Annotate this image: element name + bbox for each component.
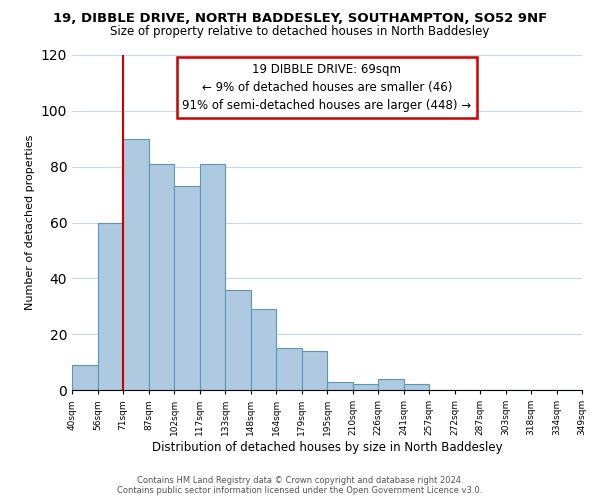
Text: 19 DIBBLE DRIVE: 69sqm
← 9% of detached houses are smaller (46)
91% of semi-deta: 19 DIBBLE DRIVE: 69sqm ← 9% of detached … <box>182 64 472 112</box>
Bar <box>327 382 353 390</box>
Text: Size of property relative to detached houses in North Baddesley: Size of property relative to detached ho… <box>110 25 490 38</box>
Bar <box>199 164 225 390</box>
Bar <box>276 348 302 390</box>
Text: 19, DIBBLE DRIVE, NORTH BADDESLEY, SOUTHAMPTON, SO52 9NF: 19, DIBBLE DRIVE, NORTH BADDESLEY, SOUTH… <box>53 12 547 26</box>
Bar <box>97 222 123 390</box>
Bar <box>404 384 429 390</box>
Bar <box>353 384 378 390</box>
Bar <box>123 138 149 390</box>
Bar <box>149 164 174 390</box>
Bar <box>302 351 327 390</box>
Bar <box>251 309 276 390</box>
Bar <box>174 186 199 390</box>
Bar <box>72 365 97 390</box>
Bar <box>225 290 251 390</box>
Text: Contains HM Land Registry data © Crown copyright and database right 2024.
Contai: Contains HM Land Registry data © Crown c… <box>118 476 482 495</box>
X-axis label: Distribution of detached houses by size in North Baddesley: Distribution of detached houses by size … <box>152 441 502 454</box>
Bar <box>378 379 404 390</box>
Y-axis label: Number of detached properties: Number of detached properties <box>25 135 35 310</box>
